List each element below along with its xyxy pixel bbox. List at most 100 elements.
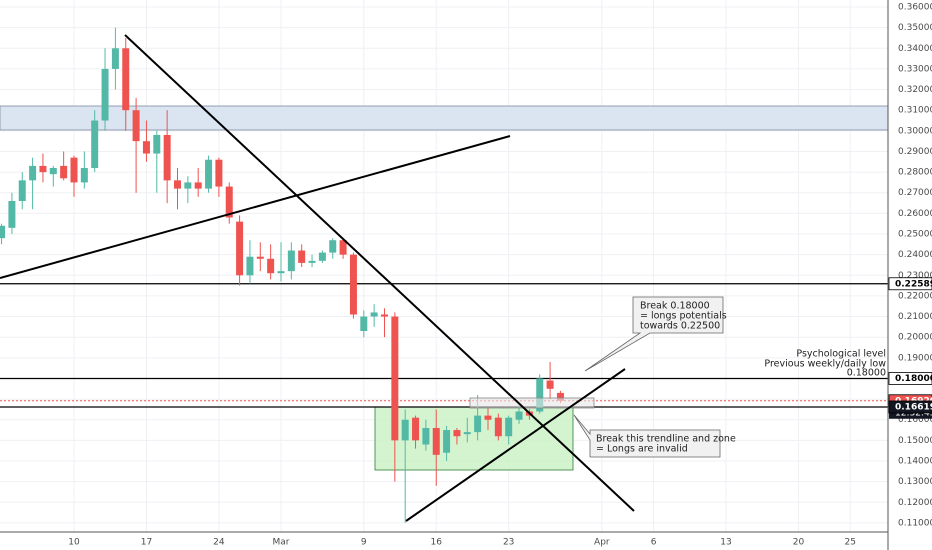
y-tick-label: 0.30000 [898, 126, 932, 136]
candle-body [401, 419, 409, 441]
candle-body [505, 417, 513, 437]
candle-body [453, 430, 461, 437]
candle-body [163, 134, 171, 181]
x-tick-label: 23 [503, 538, 514, 548]
candle-body [8, 200, 16, 228]
candle-body [360, 316, 368, 332]
axes: 0.11000 0.12000 0.13000 0.14000 0.15000 0.160… [68, 3, 932, 548]
x-tick-label: Apr [594, 538, 610, 548]
time-axis [0, 532, 888, 550]
candle-body [298, 250, 306, 263]
candle-body [184, 182, 192, 189]
candle-body [122, 48, 130, 111]
candle-body [60, 165, 68, 179]
x-tick-label: 24 [213, 538, 225, 548]
callout [584, 296, 724, 372]
candle-body [91, 120, 99, 168]
price-tag-label: 0.22589 [895, 279, 932, 289]
y-tick-label: 0.20000 [898, 333, 932, 343]
candle-body [494, 417, 502, 437]
y-tick-label: 0.32000 [898, 85, 932, 95]
price-tag [888, 400, 932, 414]
y-tick-label: 0.34000 [898, 44, 932, 54]
candle-body [153, 134, 161, 154]
candle-body [101, 68, 109, 121]
candle-body [236, 221, 244, 276]
y-tick-label: 0.26000 [898, 209, 932, 219]
y-tick-label: 0.16000 [898, 415, 932, 425]
x-tick-label: 17 [141, 538, 152, 548]
y-tick-label: 0.25000 [898, 230, 932, 240]
y-tick-label: 0.28000 [898, 168, 932, 178]
candle-body [205, 159, 213, 189]
y-tick-label: 0.36000 [898, 3, 932, 13]
y-tick-label: 0.14000 [898, 457, 932, 467]
y-tick-label: 0.31000 [898, 106, 932, 116]
candle-body [246, 256, 254, 276]
candle-body [463, 432, 471, 435]
candle-body [256, 256, 264, 259]
candle-body [142, 141, 150, 154]
callout-text: towards 0.22500 [640, 321, 720, 332]
candle-body [194, 182, 202, 189]
price-tag [888, 277, 932, 291]
candle-body [443, 430, 451, 453]
y-tick-label: 0.24000 [898, 250, 932, 260]
candle-body [412, 417, 420, 441]
x-tick-label: 9 [361, 538, 367, 548]
y-tick-label: 0.11000 [898, 518, 932, 528]
callout-text: Break 0.18000 [640, 301, 710, 312]
candle-body [287, 250, 295, 272]
candle-body [132, 110, 140, 142]
trendline [0, 135, 511, 279]
candle-body [39, 165, 47, 173]
y-tick-label: 0.15000 [898, 436, 932, 446]
level-note: Psychological level [796, 349, 886, 360]
candle-body [380, 314, 388, 317]
level-note: Previous weekly/daily low [764, 359, 886, 370]
y-tick-label: 0.22000 [898, 291, 932, 301]
candle-body [267, 258, 275, 274]
x-tick-label: 20 [793, 538, 805, 548]
resistance-zone [0, 105, 889, 131]
y-tick-label: 0.27000 [898, 188, 932, 198]
candle-body [329, 240, 337, 253]
levels [0, 283, 888, 408]
y-tick-label: 0.29000 [898, 147, 932, 157]
x-tick-label: 16 [431, 538, 443, 548]
candle-body [422, 427, 430, 445]
y-tick-label: 0.19000 [898, 353, 932, 363]
callout-text: = longs potentials [640, 311, 727, 322]
candle-body [474, 415, 482, 433]
y-tick-label: 0.23000 [898, 271, 932, 281]
y-tick-label: 0.21000 [898, 312, 932, 322]
range-box [469, 397, 595, 409]
candle-body [0, 225, 6, 239]
candle-body [370, 312, 378, 317]
candle-body [536, 378, 544, 412]
callout-text: = Longs are invalid [596, 444, 688, 455]
candle-body [318, 252, 326, 261]
x-tick-label: 10 [68, 538, 80, 548]
trendline [124, 34, 635, 512]
candle-body [339, 240, 347, 255]
x-tick-label: 13 [720, 538, 731, 548]
x-tick-label: 25 [844, 538, 855, 548]
y-tick-label: 0.33000 [898, 64, 932, 74]
candle-body [556, 392, 564, 401]
candle-body [49, 167, 57, 175]
candle-body [173, 180, 181, 189]
y-tick-label: 0.13000 [898, 477, 932, 487]
candle-body [515, 411, 523, 420]
price-tag-label: 0.16619 [895, 402, 932, 412]
trendline [405, 368, 626, 522]
candle-body [29, 165, 37, 181]
candle-body [215, 159, 223, 187]
price-axis [888, 0, 932, 550]
candle-body [308, 260, 316, 263]
level-note: 0.18000 [847, 368, 886, 379]
candle-body [349, 254, 357, 315]
candle-body [225, 186, 233, 218]
price-tag-label: 0.18000 [895, 374, 932, 384]
candle-body [111, 48, 119, 69]
